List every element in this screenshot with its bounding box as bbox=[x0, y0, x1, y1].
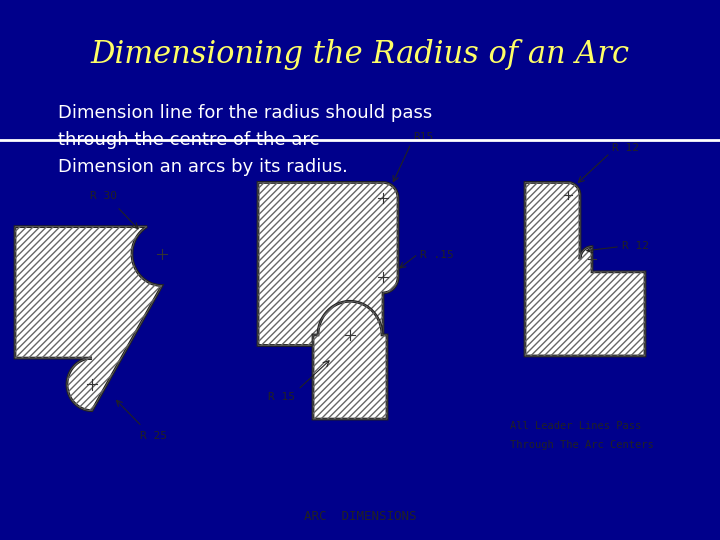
Polygon shape bbox=[258, 183, 398, 346]
Text: through the centre of the arc: through the centre of the arc bbox=[58, 131, 319, 150]
Text: R15: R15 bbox=[413, 132, 433, 143]
Polygon shape bbox=[525, 183, 645, 356]
Text: R 12: R 12 bbox=[612, 143, 639, 153]
Text: Dimensioning the Radius of an Arc: Dimensioning the Radius of an Arc bbox=[91, 38, 629, 70]
Text: All Leader Lines Pass: All Leader Lines Pass bbox=[510, 421, 642, 431]
Text: ARC  DIMENSIONS: ARC DIMENSIONS bbox=[304, 510, 416, 523]
Text: R 12: R 12 bbox=[622, 241, 649, 251]
Text: R .15: R .15 bbox=[420, 250, 454, 260]
Text: Dimension an arcs by its radius.: Dimension an arcs by its radius. bbox=[58, 158, 348, 177]
Polygon shape bbox=[15, 227, 162, 410]
Text: Through The Arc Centers: Through The Arc Centers bbox=[510, 440, 654, 450]
Text: R 30: R 30 bbox=[90, 191, 117, 201]
Text: R 15: R 15 bbox=[268, 392, 295, 402]
Text: Dimension line for the radius should pass: Dimension line for the radius should pas… bbox=[58, 104, 432, 123]
Polygon shape bbox=[313, 301, 387, 419]
Text: R 25: R 25 bbox=[140, 431, 167, 441]
